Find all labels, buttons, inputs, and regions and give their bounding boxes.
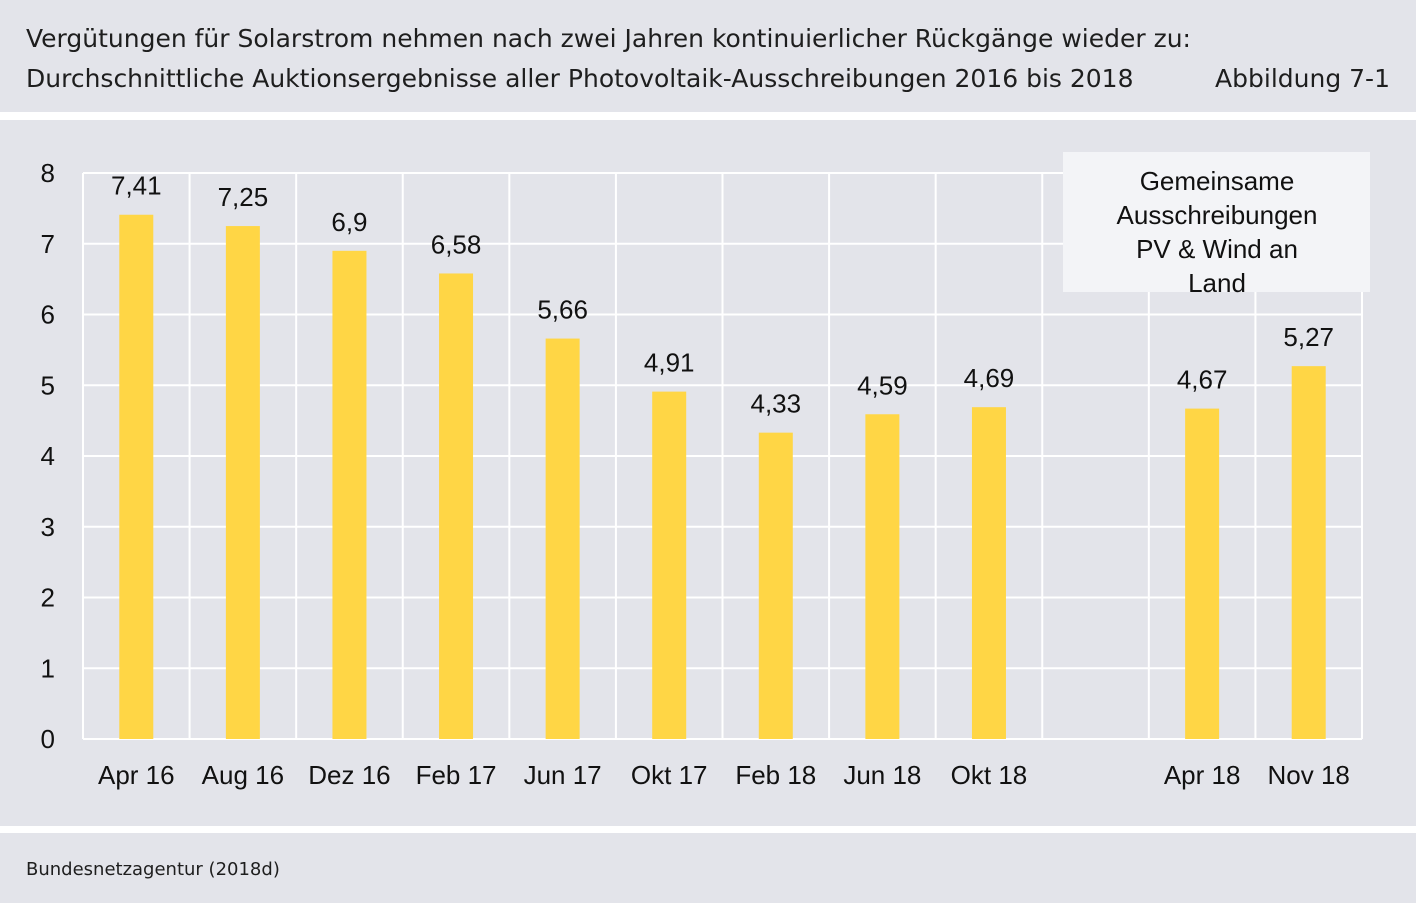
figure-label: Abbildung 7-1 xyxy=(1215,64,1390,93)
x-tick-label-0: Apr 16 xyxy=(98,760,175,790)
bar-chart: 0 1 2 3 4 5 6 7 8 7,41 Apr 16 7,25 Aug 16 6,9 Dez 16 6,… xyxy=(41,152,1370,790)
annotation-box: Gemeinsame Ausschreibungen PV & Wind an Lan… xyxy=(1063,152,1370,298)
value-label-0: 7,41 xyxy=(111,171,162,201)
y-tick-label-6: 6 xyxy=(41,300,55,330)
x-tick-label-11: Nov 18 xyxy=(1268,760,1350,790)
bar-10 xyxy=(1185,408,1220,739)
y-tick-label-1: 1 xyxy=(41,653,55,683)
grid-layer xyxy=(82,172,1363,740)
bar-6 xyxy=(758,432,793,739)
x-tick-label-8: Okt 18 xyxy=(951,760,1028,790)
bar-11 xyxy=(1291,366,1326,739)
x-tick-label-3: Feb 17 xyxy=(416,760,497,790)
annotation-line-2: PV & Wind an xyxy=(1136,234,1298,264)
annotation-line-3: Land xyxy=(1188,268,1246,298)
value-label-4: 5,66 xyxy=(537,295,588,325)
bar-layer xyxy=(119,214,1326,739)
value-label-2: 6,9 xyxy=(331,207,367,237)
y-tick-label-3: 3 xyxy=(41,512,55,542)
bar-1 xyxy=(225,226,260,739)
bar-3 xyxy=(439,273,474,739)
bar-8 xyxy=(971,407,1006,739)
bar-0 xyxy=(119,214,154,739)
y-tick-label-0: 0 xyxy=(41,724,55,754)
bar-4 xyxy=(545,338,580,739)
value-label-6: 4,33 xyxy=(750,389,801,419)
value-label-5: 4,91 xyxy=(644,348,695,378)
bar-5 xyxy=(652,391,687,739)
source-note: Bundesnetzagentur (2018d) xyxy=(26,859,280,880)
value-label-7: 4,59 xyxy=(857,370,908,400)
value-label-1: 7,25 xyxy=(218,182,269,212)
x-tick-label-7: Jun 18 xyxy=(843,760,921,790)
annotation-line-1: Ausschreibungen xyxy=(1117,200,1318,230)
chart-title: Vergütungen für Solarstrom nehmen nach z… xyxy=(26,24,1191,53)
value-label-3: 6,58 xyxy=(431,229,482,259)
plot-panel: 0 1 2 3 4 5 6 7 8 7,41 Apr 16 7,25 Aug 16 6,9 Dez 16 6,… xyxy=(0,120,1416,826)
x-tick-label-2: Dez 16 xyxy=(308,760,390,790)
annotation-box-background xyxy=(1063,152,1370,292)
label-layer: 0 1 2 3 4 5 6 7 8 7,41 Apr 16 7,25 Aug 16 6,9 Dez 16 6,… xyxy=(41,158,1350,790)
y-tick-label-4: 4 xyxy=(41,441,55,471)
x-tick-label-4: Jun 17 xyxy=(524,760,602,790)
header: Vergütungen für Solarstrom nehmen nach z… xyxy=(0,0,1416,112)
x-tick-label-10: Apr 18 xyxy=(1164,760,1241,790)
y-tick-label-5: 5 xyxy=(41,370,55,400)
y-tick-label-8: 8 xyxy=(41,158,55,188)
value-label-11: 5,27 xyxy=(1283,322,1334,352)
bar-7 xyxy=(865,414,900,739)
value-label-10: 4,67 xyxy=(1177,365,1228,395)
bar-2 xyxy=(332,250,367,739)
annotation-line-0: Gemeinsame xyxy=(1140,166,1295,196)
x-tick-label-5: Okt 17 xyxy=(631,760,708,790)
y-tick-label-2: 2 xyxy=(41,583,55,613)
y-tick-label-7: 7 xyxy=(41,229,55,259)
x-tick-label-1: Aug 16 xyxy=(202,760,284,790)
chart-subtitle: Durchschnittliche Auktionsergebnisse all… xyxy=(26,64,1134,93)
footer: Bundesnetzagentur (2018d) xyxy=(0,833,1416,903)
value-label-8: 4,69 xyxy=(964,363,1015,393)
x-tick-label-6: Feb 18 xyxy=(735,760,816,790)
